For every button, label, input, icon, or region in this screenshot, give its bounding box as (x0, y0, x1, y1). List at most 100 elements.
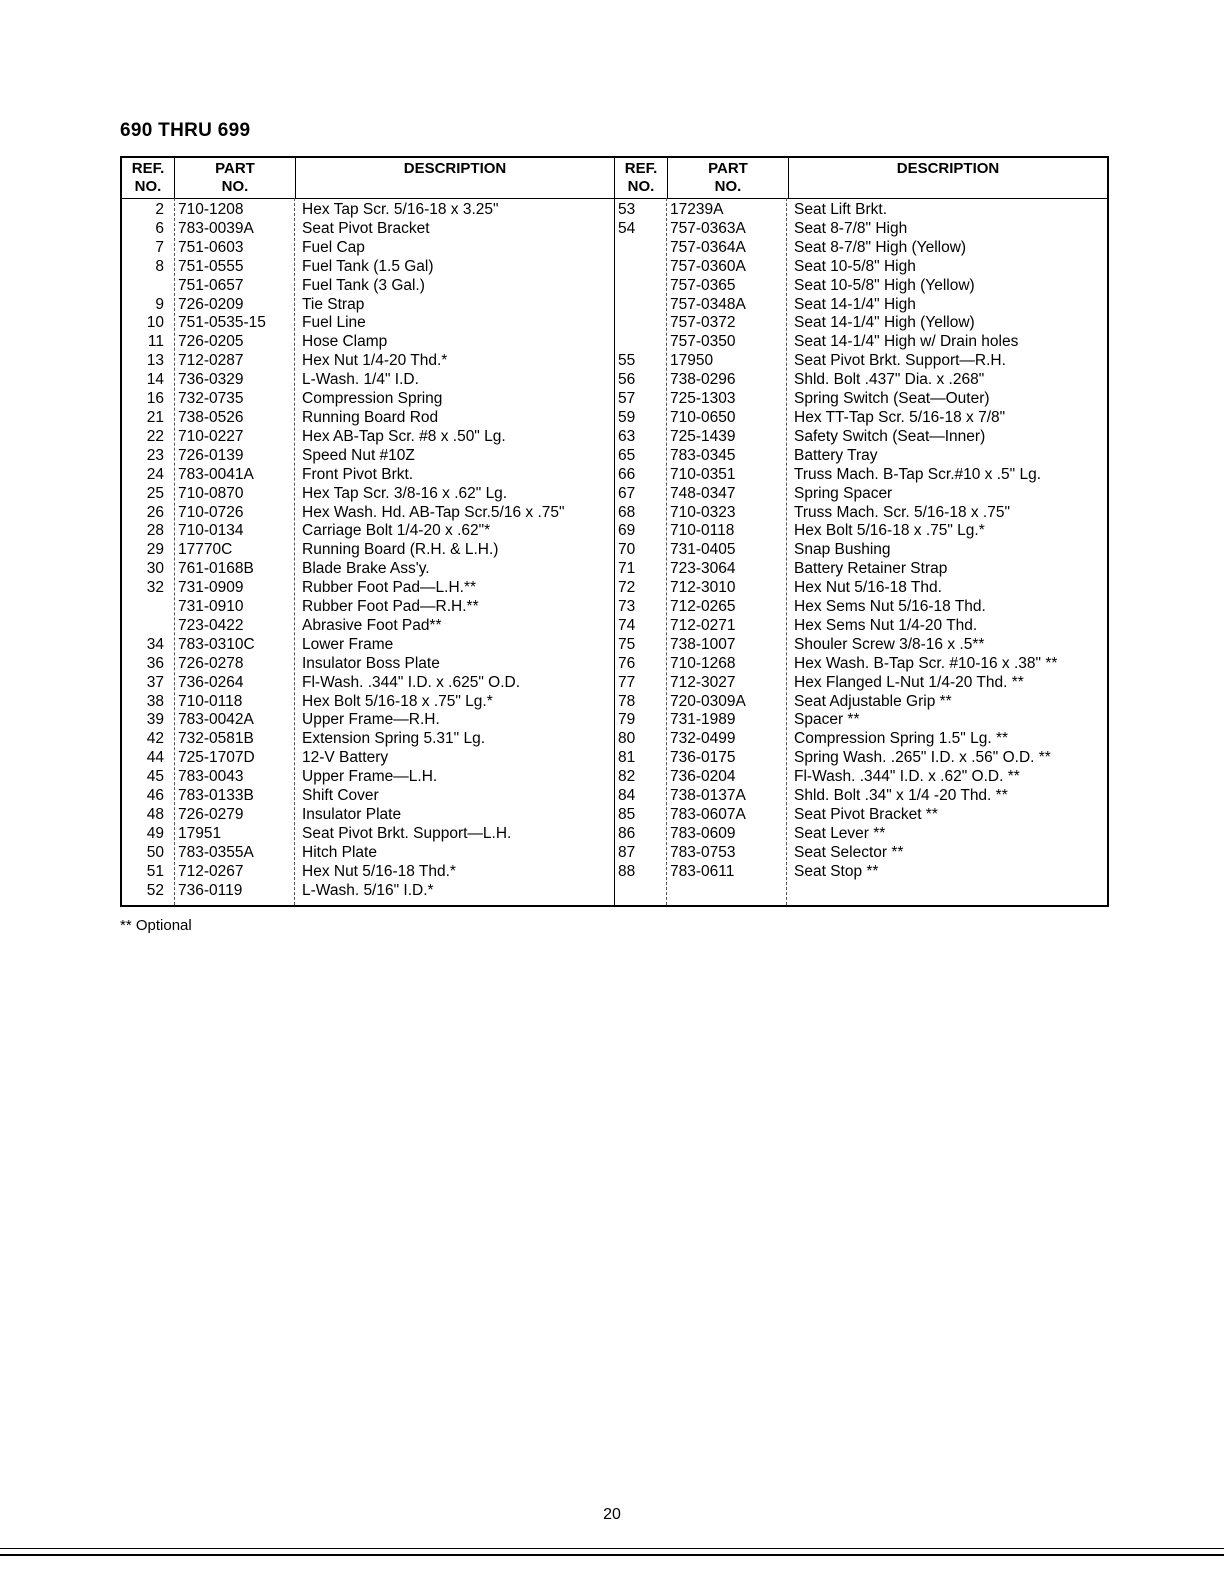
ref-no-cell: 50 (122, 844, 174, 863)
table-row: 87783-0753Seat Selector ** (614, 844, 1107, 863)
part-no-cell: 712-0267 (174, 863, 298, 882)
table-row: 10751-0535-15Fuel Line (122, 314, 614, 333)
ref-no-cell: 55 (614, 352, 666, 371)
ref-no-cell: 66 (614, 466, 666, 485)
ref-no-cell: 44 (122, 749, 174, 768)
ref-no-cell: 11 (122, 333, 174, 352)
part-no-cell: 757-0363A (666, 220, 790, 239)
ref-no-cell: 34 (122, 636, 174, 655)
bottom-rule (0, 1551, 1224, 1556)
description-cell: Upper Frame—L.H. (298, 768, 614, 787)
table-row: 79731-1989Spacer ** (614, 711, 1107, 730)
part-no-cell: 731-1989 (666, 711, 790, 730)
part-no-cell: 732-0581B (174, 730, 298, 749)
part-no-cell: 738-1007 (666, 636, 790, 655)
description-cell: Hex Flanged L-Nut 1/4-20 Thd. ** (790, 674, 1107, 693)
ref-no-cell: 29 (122, 541, 174, 560)
table-row: 757-0360ASeat 10-5/8" High (614, 258, 1107, 277)
part-no-cell: 783-0041A (174, 466, 298, 485)
description-cell: Seat Selector ** (790, 844, 1107, 863)
ref-no-cell (122, 617, 174, 636)
ref-no-cell: 16 (122, 390, 174, 409)
table-row: 72712-3010Hex Nut 5/16-18 Thd. (614, 579, 1107, 598)
table-row: 757-0372Seat 14-1/4" High (Yellow) (614, 314, 1107, 333)
description-cell: Seat 8-7/8" High (790, 220, 1107, 239)
table-row: 2917770CRunning Board (R.H. & L.H.) (122, 541, 614, 560)
description-cell: Hex Sems Nut 1/4-20 Thd. (790, 617, 1107, 636)
parts-column-left: REF.NO. PARTNO. DESCRIPTION 2710-1208Hex… (122, 158, 614, 905)
column-header: REF.NO. PARTNO. DESCRIPTION (122, 158, 614, 199)
ref-no-cell: 36 (122, 655, 174, 674)
part-no-cell: 723-0422 (174, 617, 298, 636)
description-cell: Spring Spacer (790, 485, 1107, 504)
table-row: 52736-0119L-Wash. 5/16" I.D.* (122, 882, 614, 901)
description-cell: Seat Adjustable Grip ** (790, 693, 1107, 712)
description-cell: Insulator Boss Plate (298, 655, 614, 674)
description-cell: Fuel Line (298, 314, 614, 333)
table-row: 37736-0264Fl-Wash. .344" I.D. x .625" O.… (122, 674, 614, 693)
ref-no-cell: 71 (614, 560, 666, 579)
description-cell: Insulator Plate (298, 806, 614, 825)
ref-no-cell: 23 (122, 447, 174, 466)
table-row: 78720-0309ASeat Adjustable Grip ** (614, 693, 1107, 712)
ref-no-cell: 9 (122, 296, 174, 315)
ref-no-cell: 75 (614, 636, 666, 655)
table-row: 757-0365Seat 10-5/8" High (Yellow) (614, 277, 1107, 296)
part-no-cell: 710-0118 (666, 522, 790, 541)
description-cell: Shift Cover (298, 787, 614, 806)
table-row: 16732-0735Compression Spring (122, 390, 614, 409)
part-no-cell: 783-0607A (666, 806, 790, 825)
description-cell: Hex Tap Scr. 3/8-16 x .62" Lg. (298, 485, 614, 504)
ref-no-cell (614, 258, 666, 277)
ref-no-cell: 87 (614, 844, 666, 863)
ref-no-cell: 39 (122, 711, 174, 730)
description-cell: Hex AB-Tap Scr. #8 x .50" Lg. (298, 428, 614, 447)
ref-no-cell: 51 (122, 863, 174, 882)
ref-no-cell: 13 (122, 352, 174, 371)
table-row: 84738-0137AShld. Bolt .34" x 1/4 -20 Thd… (614, 787, 1107, 806)
table-row: 67748-0347Spring Spacer (614, 485, 1107, 504)
ref-no-cell (614, 296, 666, 315)
part-no-cell: 725-1707D (174, 749, 298, 768)
part-no-cell: 726-0139 (174, 447, 298, 466)
part-no-cell: 710-0134 (174, 522, 298, 541)
page-title: 690 THRU 699 (120, 120, 1129, 142)
table-row: 76710-1268Hex Wash. B-Tap Scr. #10-16 x … (614, 655, 1107, 674)
table-row: 66710-0351Truss Mach. B-Tap Scr.#10 x .5… (614, 466, 1107, 485)
table-row: 30761-0168BBlade Brake Ass'y. (122, 560, 614, 579)
table-row: 36726-0278Insulator Boss Plate (122, 655, 614, 674)
part-no-cell: 736-0264 (174, 674, 298, 693)
ref-no-cell: 24 (122, 466, 174, 485)
description-cell: Seat 14-1/4" High (790, 296, 1107, 315)
table-row: 14736-0329L-Wash. 1/4" I.D. (122, 371, 614, 390)
description-cell: Hex Sems Nut 5/16-18 Thd. (790, 598, 1107, 617)
description-cell: Hex Nut 5/16-18 Thd.* (298, 863, 614, 882)
description-cell: Hex Wash. Hd. AB-Tap Scr.5/16 x .75" (298, 504, 614, 523)
table-row: 63725-1439Safety Switch (Seat—Inner) (614, 428, 1107, 447)
table-row: 86783-0609Seat Lever ** (614, 825, 1107, 844)
ref-no-cell: 65 (614, 447, 666, 466)
description-cell: Hex Bolt 5/16-18 x .75" Lg.* (298, 693, 614, 712)
ref-no-cell: 82 (614, 768, 666, 787)
table-row: 88783-0611Seat Stop ** (614, 863, 1107, 882)
ref-no-cell: 10 (122, 314, 174, 333)
description-cell: L-Wash. 1/4" I.D. (298, 371, 614, 390)
description-cell: Hex TT-Tap Scr. 5/16-18 x 7/8" (790, 409, 1107, 428)
ref-no-cell: 25 (122, 485, 174, 504)
description-cell: Seat Lift Brkt. (790, 201, 1107, 220)
description-cell: Shld. Bolt .437" Dia. x .268" (790, 371, 1107, 390)
table-row: 4917951Seat Pivot Brkt. Support—L.H. (122, 825, 614, 844)
table-row: 34783-0310CLower Frame (122, 636, 614, 655)
ref-no-cell: 26 (122, 504, 174, 523)
description-cell: Speed Nut #10Z (298, 447, 614, 466)
table-row: 8751-0555Fuel Tank (1.5 Gal) (122, 258, 614, 277)
description-cell: Hex Nut 5/16-18 Thd. (790, 579, 1107, 598)
part-no-cell: 726-0209 (174, 296, 298, 315)
table-row: 39783-0042AUpper Frame—R.H. (122, 711, 614, 730)
ref-no-cell: 72 (614, 579, 666, 598)
table-row: 723-0422Abrasive Foot Pad** (122, 617, 614, 636)
part-no-cell: 757-0364A (666, 239, 790, 258)
part-no-cell: 751-0535-15 (174, 314, 298, 333)
ref-no-cell: 28 (122, 522, 174, 541)
part-no-cell: 783-0753 (666, 844, 790, 863)
